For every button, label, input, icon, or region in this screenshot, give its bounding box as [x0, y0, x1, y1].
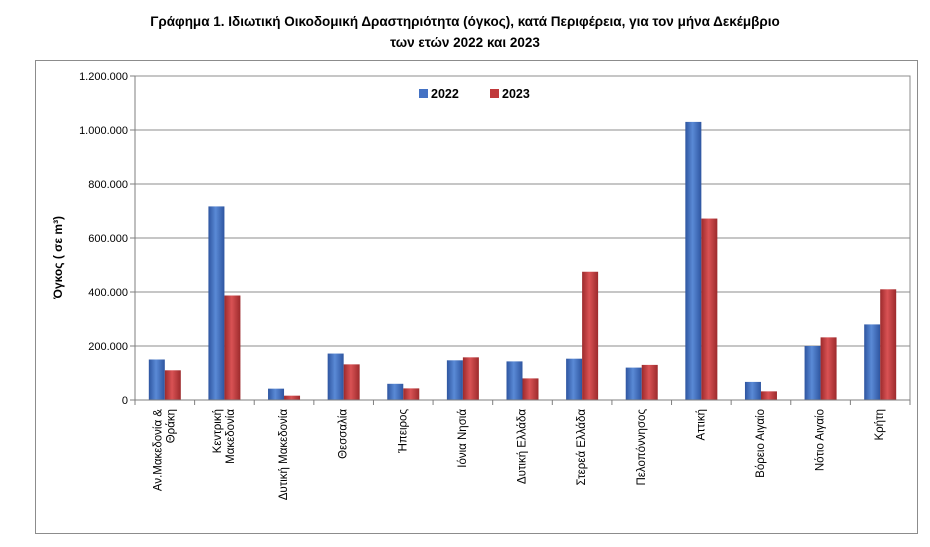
- y-tick-label: 0: [122, 395, 128, 407]
- bar-2022: [804, 346, 821, 400]
- x-category-label: Βόρειο Αιγαίο: [755, 409, 767, 478]
- x-category-label: Κεντρική: [212, 409, 224, 453]
- bar-2023: [403, 388, 420, 400]
- bar-2022: [625, 367, 642, 400]
- x-category-label: Δυτική Ελλάδα: [517, 409, 529, 484]
- bar-2023: [582, 271, 599, 400]
- x-category-label: Στερεά Ελλάδα: [576, 409, 588, 486]
- x-category-label: Αν.Μακεδονία &: [152, 409, 164, 491]
- legend-swatch-2023: [490, 89, 499, 98]
- y-tick-label: 200.000: [88, 341, 128, 353]
- bar-2022: [387, 383, 404, 400]
- x-category-label: Μακεδονία: [225, 409, 237, 464]
- x-category-label: Αττική: [695, 409, 707, 440]
- bar-2023: [880, 289, 897, 400]
- legend-swatch-2022: [419, 89, 428, 98]
- chart-title-line-1: Γράφημα 1. Ιδιωτική Οικοδομική Δραστηριό…: [150, 14, 780, 29]
- y-tick-label: 1.200.000: [79, 71, 128, 83]
- bar-2022: [506, 361, 523, 400]
- chart-frame: [35, 60, 918, 534]
- bar-2023: [641, 364, 658, 400]
- bar-2023: [284, 395, 301, 400]
- bar-2023: [522, 378, 539, 400]
- bar-2022: [327, 353, 344, 400]
- bar-2022: [148, 359, 165, 400]
- x-category-label: Ιόνια Νησιά: [457, 409, 469, 468]
- bar-2022: [208, 206, 225, 400]
- bar-2022: [744, 381, 761, 400]
- bar-2022: [864, 324, 881, 400]
- y-tick-label: 400.000: [88, 287, 128, 299]
- legend-label-2023: 2023: [502, 87, 530, 101]
- bar-2022: [566, 358, 583, 400]
- y-tick-label: 1.000.000: [79, 125, 128, 137]
- x-category-label: Πελοπόννησος: [636, 409, 648, 486]
- bar-2022: [446, 360, 463, 400]
- bar-2022: [268, 388, 285, 400]
- bar-2023: [701, 218, 718, 400]
- x-category-label: Κρήτη: [874, 409, 886, 441]
- x-category-label: Θράκη: [165, 409, 177, 443]
- bar-2023: [224, 295, 241, 400]
- bar-2023: [164, 370, 181, 400]
- bar-2023: [462, 357, 479, 400]
- x-category-label: Νότιο Αιγαίο: [815, 409, 827, 471]
- x-category-label: Ήπειρος: [397, 409, 409, 454]
- y-axis-title: Όγκος ( σε m³): [51, 216, 65, 300]
- bar-2023: [760, 391, 777, 400]
- legend-label-2022: 2022: [431, 87, 459, 101]
- x-category-label: Δυτική Μακεδονία: [278, 409, 290, 501]
- bar-2022: [685, 121, 702, 401]
- chart-title-line-2: των ετών 2022 και 2023: [390, 35, 540, 50]
- y-tick-label: 800.000: [88, 179, 128, 191]
- bar-2023: [343, 364, 360, 400]
- y-tick-label: 600.000: [88, 233, 128, 245]
- bar-2023: [820, 337, 837, 400]
- x-category-label: Θεσσαλία: [338, 409, 350, 459]
